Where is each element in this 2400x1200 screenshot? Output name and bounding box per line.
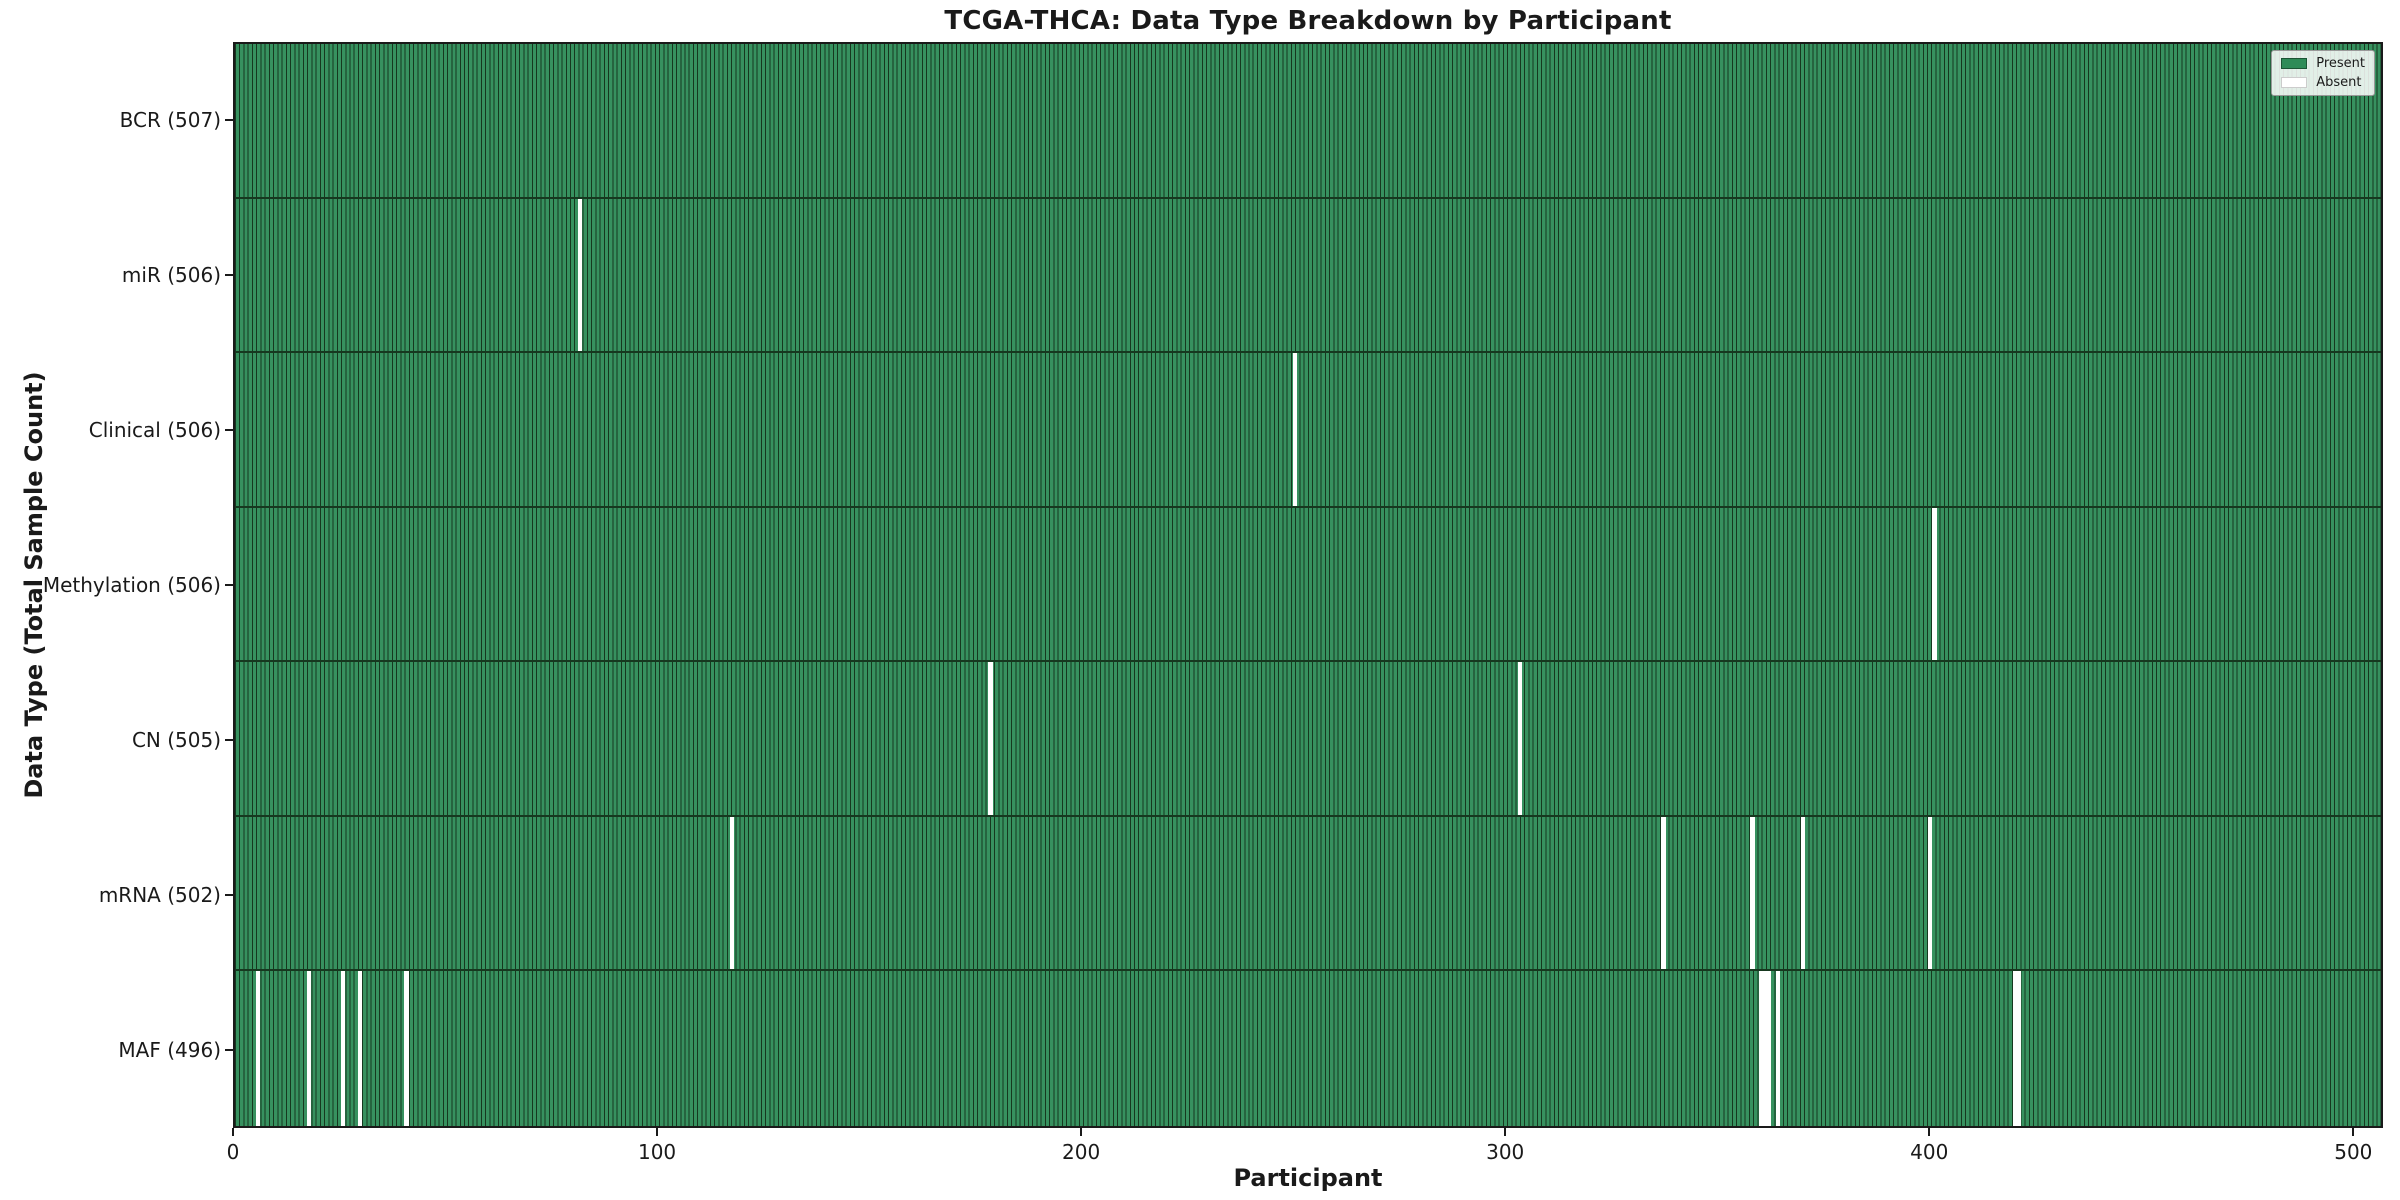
- absent-mark-mRNA-337: [1661, 816, 1666, 970]
- absent-mark-Methylation-401: [1932, 507, 1937, 661]
- x-tick-mark-100: [656, 1128, 659, 1136]
- presence-row-BCR: [235, 44, 2381, 199]
- x-tick-label-500: 500: [2334, 1140, 2373, 1164]
- presence-row-miR: [235, 198, 2381, 354]
- x-tick-label-400: 400: [1910, 1140, 1949, 1164]
- x-tick-mark-300: [1504, 1128, 1507, 1136]
- presence-row-MAF: [235, 971, 2381, 1126]
- presence-row-Clinical: [235, 353, 2381, 508]
- y-tick-mark-Methylation: [225, 584, 233, 586]
- absent-mark-MAF-362: [1767, 971, 1772, 1126]
- x-tick-label-0: 0: [226, 1140, 240, 1164]
- absent-mark-MAF-420: [2012, 971, 2017, 1126]
- absent-mark-MAF-17: [306, 971, 312, 1126]
- present-swatch-icon: [2281, 58, 2308, 69]
- absent-mark-CN-178: [988, 662, 993, 815]
- legend-label-present: Present: [2316, 56, 2365, 71]
- y-tick-label-BCR: BCR (507): [119, 107, 221, 132]
- absent-mark-MAF-361: [1763, 971, 1768, 1126]
- absent-mark-MAF-364: [1775, 971, 1780, 1126]
- presence-row-CN: [235, 662, 2381, 817]
- legend-entry-present: Present: [2281, 57, 2365, 70]
- x-tick-mark-500: [2352, 1128, 2355, 1136]
- absent-mark-miR-81: [577, 198, 583, 352]
- legend: Present Absent: [2271, 50, 2375, 96]
- absent-mark-MAF-40: [404, 971, 409, 1126]
- plot-area: Present Absent: [233, 42, 2383, 1128]
- y-tick-label-miR: miR (506): [121, 262, 221, 287]
- x-tick-mark-400: [1928, 1128, 1931, 1136]
- absent-mark-MAF-421: [2016, 971, 2022, 1126]
- y-tick-label-Methylation: Methylation (506): [42, 573, 221, 597]
- x-axis-label: Participant: [1233, 1164, 1383, 1192]
- legend-entry-absent: Absent: [2281, 76, 2365, 89]
- presence-row-mRNA: [235, 816, 2381, 972]
- absent-mark-mRNA-358: [1750, 816, 1755, 970]
- y-tick-label-MAF: MAF (496): [118, 1038, 221, 1063]
- absent-mark-mRNA-400: [1928, 816, 1933, 970]
- y-tick-label-Clinical: Clinical (506): [88, 417, 221, 442]
- x-tick-label-100: 100: [637, 1140, 677, 1164]
- y-tick-mark-mRNA: [225, 894, 233, 897]
- absent-mark-CN-303: [1517, 662, 1522, 815]
- y-tick-mark-miR: [225, 273, 233, 276]
- absent-swatch-icon: [2281, 77, 2308, 88]
- absent-mark-MAF-29: [357, 971, 362, 1126]
- absent-mark-mRNA-370: [1801, 816, 1806, 970]
- presence-row-Methylation: [235, 507, 2381, 663]
- y-tick-label-CN: CN (505): [131, 728, 221, 753]
- absent-mark-MAF-25: [340, 971, 346, 1126]
- absent-mark-mRNA-117: [730, 816, 735, 970]
- x-tick-mark-0: [232, 1128, 234, 1136]
- x-tick-mark-200: [1080, 1128, 1083, 1136]
- y-tick-mark-BCR: [225, 118, 233, 121]
- absent-mark-MAF-5: [256, 971, 261, 1126]
- y-tick-mark-Clinical: [225, 428, 233, 431]
- x-tick-label-300: 300: [1486, 1140, 1525, 1164]
- y-tick-mark-CN: [225, 739, 233, 742]
- x-tick-label-200: 200: [1062, 1140, 1101, 1164]
- y-tick-mark-MAF: [225, 1049, 233, 1052]
- absent-mark-Clinical-250: [1293, 353, 1298, 506]
- legend-label-absent: Absent: [2316, 75, 2362, 90]
- y-tick-label-mRNA: mRNA (502): [98, 883, 221, 908]
- absent-mark-MAF-360: [1758, 971, 1763, 1126]
- chart-title: TCGA-THCA: Data Type Breakdown by Partic…: [944, 6, 1672, 36]
